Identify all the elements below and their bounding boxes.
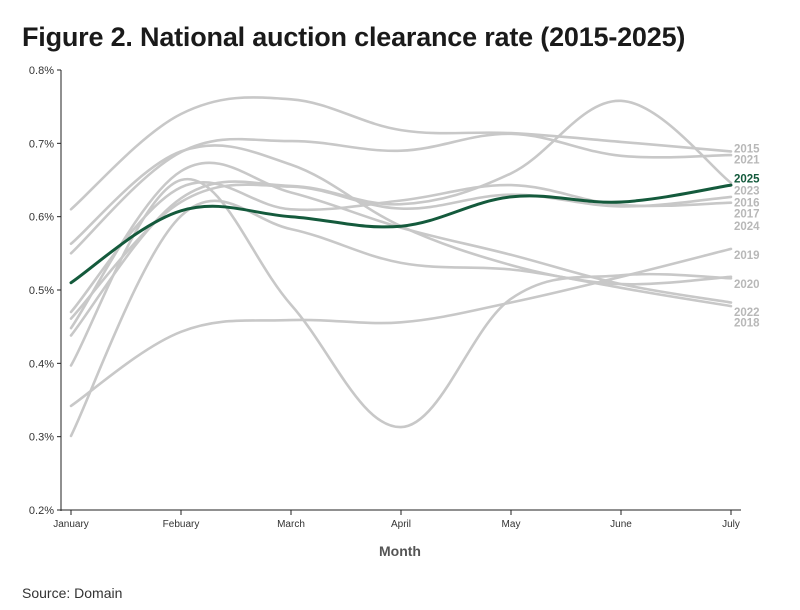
series-line-2017 (69, 181, 733, 314)
x-tick-label: April (391, 519, 411, 530)
source-note: Source: Domain (22, 585, 123, 601)
x-tick-label: March (277, 519, 305, 530)
series-line-2023 (69, 99, 733, 337)
series-label-2022: 2022 (734, 307, 760, 319)
series-line-2020 (69, 177, 733, 429)
series-label-2019: 2019 (734, 250, 760, 262)
series-line-2015 (69, 96, 733, 211)
x-tick-label: July (722, 519, 740, 530)
x-tick-label: June (610, 519, 632, 530)
y-tick-label: 0.2% (29, 505, 54, 517)
series-line-2024 (69, 199, 733, 438)
x-axis-title: Month (379, 543, 421, 559)
y-tick-label: 0.5% (29, 285, 54, 297)
series-line-2021 (69, 132, 733, 255)
x-tick-label: May (502, 519, 521, 530)
y-tick-label: 0.6% (29, 212, 54, 224)
y-tick-label: 0.4% (29, 358, 54, 370)
series-line-2025 (69, 183, 733, 285)
series-label-2017: 2017 (734, 209, 760, 221)
series-label-2023: 2023 (734, 185, 760, 197)
series-label-2025: 2025 (734, 174, 760, 186)
series-label-2015: 2015 (734, 143, 760, 155)
series-line-2016 (69, 183, 733, 320)
x-tick-label: Febuary (163, 519, 200, 530)
chart-title: Figure 2. National auction clearance rat… (22, 22, 686, 52)
series-label-2021: 2021 (734, 154, 760, 166)
y-tick-label: 0.3% (29, 432, 54, 444)
series-label-2020: 2020 (734, 279, 760, 291)
series-line-2019 (69, 247, 733, 408)
series-layer (69, 96, 733, 438)
series-label-2016: 2016 (734, 198, 760, 210)
series-label-2024: 2024 (734, 221, 760, 233)
series-label-2018: 2018 (734, 317, 760, 329)
x-tick-label: January (53, 519, 89, 530)
axes-layer: 0.2% 0.3% 0.4% 0.5% 0.6% 0.7% 0.8% January Febua… (29, 65, 741, 530)
y-tick-label: 0.7% (29, 138, 54, 150)
y-tick-label: 0.8% (29, 65, 54, 77)
